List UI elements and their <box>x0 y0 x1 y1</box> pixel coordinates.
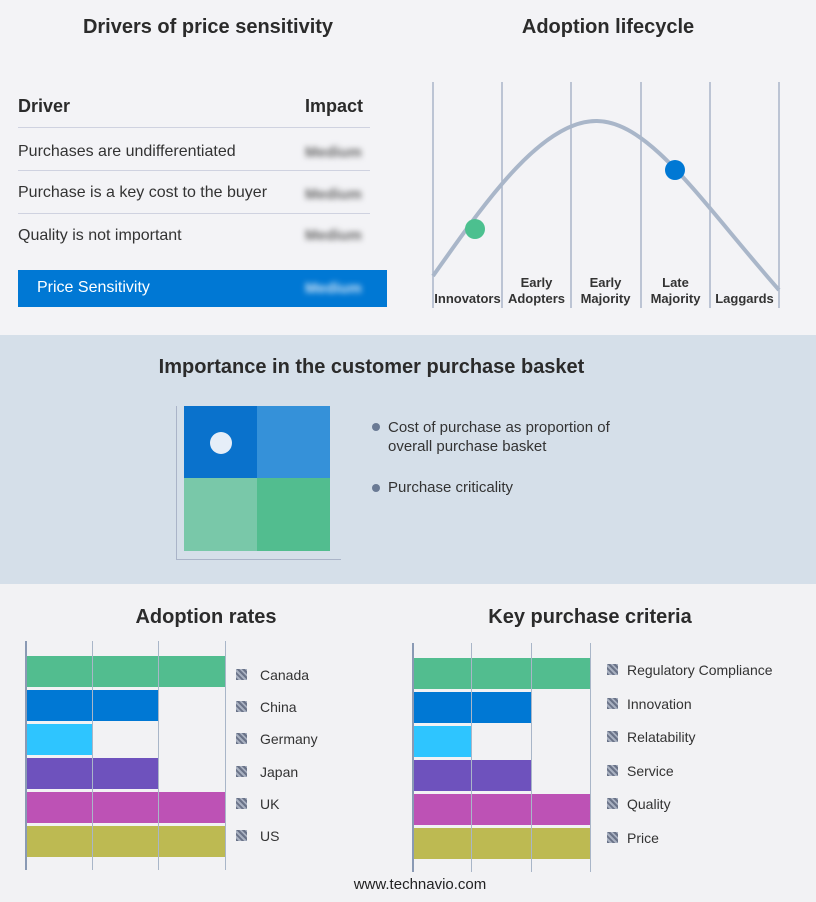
footer-url: www.technavio.com <box>353 876 487 893</box>
price-sensitivity-label: Price Sensitivity <box>37 279 150 296</box>
basket-title: Importance in the customer purchase bask… <box>158 356 585 378</box>
basket-section <box>0 335 816 584</box>
legend-swatch-icon <box>236 765 247 777</box>
lifecycle-chart <box>431 82 781 308</box>
stage-label-line: Early <box>520 275 553 290</box>
stage-label-line: Majority <box>650 291 701 306</box>
price-sensitivity-bar: Price Sensitivity Medium <box>18 270 387 307</box>
bar-regulatory-compliance <box>412 658 590 689</box>
stage-label: Early Adopters <box>502 275 572 307</box>
legend-swatch-icon <box>607 731 618 743</box>
basket-x-axis <box>176 559 341 560</box>
gridline <box>590 643 591 872</box>
legend-swatch-icon <box>236 701 247 713</box>
lifecycle-title: Adoption lifecycle <box>521 16 695 38</box>
stage-label-line: Laggards <box>715 291 774 306</box>
legend-swatch-icon <box>607 832 618 843</box>
legend-swatch-icon <box>607 764 618 776</box>
innovators-marker <box>465 219 485 239</box>
gridline <box>158 641 160 870</box>
impact-row-3: Medium <box>305 227 362 244</box>
legend-label: China <box>260 699 297 716</box>
position-marker <box>210 432 232 454</box>
legend-cost: Cost of purchase as proportion of overal… <box>388 419 610 455</box>
bar-canada <box>25 656 225 687</box>
impact-row-1: Medium <box>305 144 362 161</box>
stage-label-line: Early <box>589 275 622 290</box>
stage-label: Innovators <box>433 291 503 307</box>
legend-swatch-icon <box>607 798 618 810</box>
impact-header: Impact <box>305 96 364 116</box>
drivers-title: Drivers of price sensitivity <box>82 16 334 38</box>
divider <box>18 127 370 128</box>
stage-label: Laggards <box>710 291 780 307</box>
stage-label-line: Late <box>662 275 689 290</box>
legend-swatch-icon <box>607 697 618 709</box>
legend-swatch-icon <box>236 797 247 809</box>
bullet-icon <box>372 423 380 431</box>
gridline <box>225 641 226 870</box>
gridline <box>530 643 532 872</box>
gridline <box>471 643 473 872</box>
driver-row-1: Purchases are undifferentiated <box>18 143 236 160</box>
legend-label: Canada <box>260 667 310 683</box>
stage-label-line: Adopters <box>507 291 566 306</box>
legend-label: UK <box>260 795 280 812</box>
gridline <box>91 641 93 870</box>
divider <box>18 213 370 214</box>
legend-swatch-icon <box>236 669 247 680</box>
legend-label: Innovation <box>627 695 692 712</box>
legend-swatch-icon <box>607 664 618 675</box>
axis-line <box>25 641 27 870</box>
late-majority-marker <box>665 160 685 180</box>
legend-label: Quality <box>627 796 671 813</box>
adoption-curve <box>431 118 781 292</box>
bar-price <box>412 828 590 859</box>
legend-label: Price <box>627 830 659 846</box>
kpc-title: Key purchase criteria <box>488 606 692 628</box>
quadrant-bottom-right <box>257 478 330 551</box>
bar-germany <box>25 724 92 755</box>
driver-row-2: Purchase is a key cost to the buyer <box>18 184 268 201</box>
legend-criticality: Purchase criticality <box>388 479 514 496</box>
bar-relatability <box>412 726 472 757</box>
quadrant-top-right <box>257 406 330 478</box>
impact-row-2: Medium <box>305 186 362 203</box>
quadrant-bottom-left <box>184 478 257 551</box>
legend-label: US <box>260 828 280 844</box>
adoption-rates-title: Adoption rates <box>135 606 277 628</box>
legend-label: Japan <box>260 763 299 780</box>
legend-label: Germany <box>260 731 318 748</box>
price-sensitivity-impact: Medium <box>305 280 362 297</box>
basket-y-axis <box>176 406 177 560</box>
driver-header: Driver <box>18 96 71 116</box>
bar-quality <box>412 794 590 825</box>
legend-swatch-icon <box>236 830 247 841</box>
stage-label-line: Innovators <box>434 291 501 306</box>
stage-label: Late Majority <box>641 275 711 307</box>
axis-line <box>412 643 414 872</box>
driver-row-3: Quality is not important <box>18 227 182 244</box>
stage-label-line: Majority <box>580 291 631 306</box>
legend-label: Regulatory Compliance <box>627 662 773 678</box>
legend-label: Relatability <box>627 729 696 746</box>
bullet-icon <box>372 484 380 492</box>
stage-label: Early Majority <box>571 275 641 307</box>
legend-label: Service <box>627 762 674 779</box>
bar-us <box>25 826 225 857</box>
bar-uk <box>25 792 225 823</box>
legend-swatch-icon <box>236 733 247 745</box>
divider <box>18 170 370 171</box>
